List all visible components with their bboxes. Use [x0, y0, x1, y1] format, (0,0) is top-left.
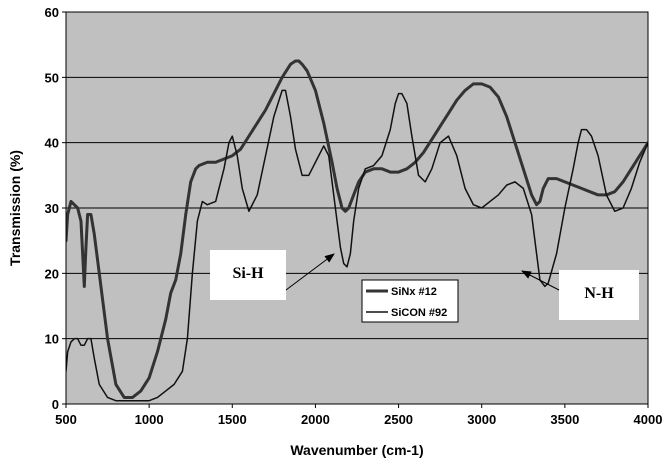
x-axis-title: Wavenumber (cm-1): [290, 442, 423, 458]
x-tick-label-4000: 4000: [634, 412, 663, 427]
annotation-n-h-arrow: [521, 270, 560, 291]
annotation-n-h-box: [559, 270, 639, 320]
x-tick-label-1000: 1000: [135, 412, 164, 427]
legend-label-sinx-12: SiNx #12: [391, 286, 437, 298]
annotation-si-h-box: [210, 250, 286, 300]
annotation-n-h: N-H: [521, 270, 639, 320]
y-tick-labels: 0 10 20 30 40 50 60: [45, 5, 66, 412]
x-tick-label-2000: 2000: [301, 412, 330, 427]
y-tick-label-20: 20: [45, 266, 59, 281]
y-tick-label-40: 40: [45, 136, 59, 151]
x-tick-label-3500: 3500: [550, 412, 579, 427]
y-tick-label-30: 30: [45, 201, 59, 216]
annotation-si-h: Si-H: [210, 250, 335, 300]
x-tick-label-2500: 2500: [384, 412, 413, 427]
y-tick-label-10: 10: [45, 332, 59, 347]
x-tick-label-1500: 1500: [218, 412, 247, 427]
y-tick-label-0: 0: [52, 397, 59, 412]
y-tick-label-50: 50: [45, 70, 59, 85]
annotation-si-h-arrow: [285, 253, 335, 291]
series-line-sinx-12: [66, 59, 648, 399]
legend-box: [361, 279, 459, 323]
x-tick-labels: 500 1000 1500 2000 2500 3000 3500 4000: [55, 404, 662, 427]
y-tick-label-60: 60: [45, 5, 59, 20]
annotation-n-h-label: N-H: [584, 285, 614, 302]
x-tick-label-500: 500: [55, 412, 77, 427]
annotation-si-h-label: Si-H: [232, 265, 264, 282]
x-tick-label-3000: 3000: [467, 412, 496, 427]
legend: SiNx #12 SiCON #92: [361, 279, 459, 323]
y-axis-title: Transmission (%): [7, 150, 23, 266]
legend-label-sicon-92: SiCON #92: [391, 307, 447, 319]
